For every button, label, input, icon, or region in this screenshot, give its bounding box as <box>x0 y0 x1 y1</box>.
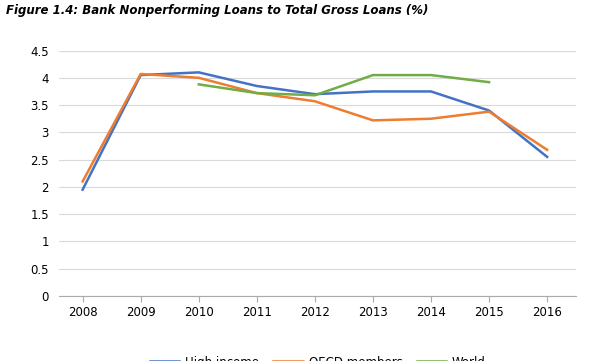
OECD members <box>137 72 144 76</box>
High income <box>137 73 144 77</box>
World <box>369 73 377 77</box>
OECD members <box>195 76 203 80</box>
OECD members <box>485 109 492 114</box>
High income <box>79 187 86 192</box>
World <box>253 91 260 95</box>
High income <box>428 89 435 93</box>
High income <box>544 155 551 159</box>
OECD members <box>544 148 551 152</box>
High income <box>369 89 377 93</box>
OECD members <box>311 99 318 104</box>
Line: High income: High income <box>83 72 547 190</box>
Line: World: World <box>199 75 489 95</box>
High income <box>485 108 492 113</box>
OECD members <box>369 118 377 122</box>
Text: Figure 1.4: Bank Nonperforming Loans to Total Gross Loans (%): Figure 1.4: Bank Nonperforming Loans to … <box>6 4 428 17</box>
High income <box>253 84 260 88</box>
OECD members <box>253 91 260 95</box>
World <box>195 82 203 87</box>
World <box>311 93 318 97</box>
High income <box>195 70 203 74</box>
World <box>485 80 492 84</box>
Line: OECD members: OECD members <box>83 74 547 182</box>
OECD members <box>79 179 86 184</box>
Legend: High income, OECD members, World: High income, OECD members, World <box>145 351 491 361</box>
High income <box>311 92 318 96</box>
World <box>428 73 435 77</box>
OECD members <box>428 117 435 121</box>
